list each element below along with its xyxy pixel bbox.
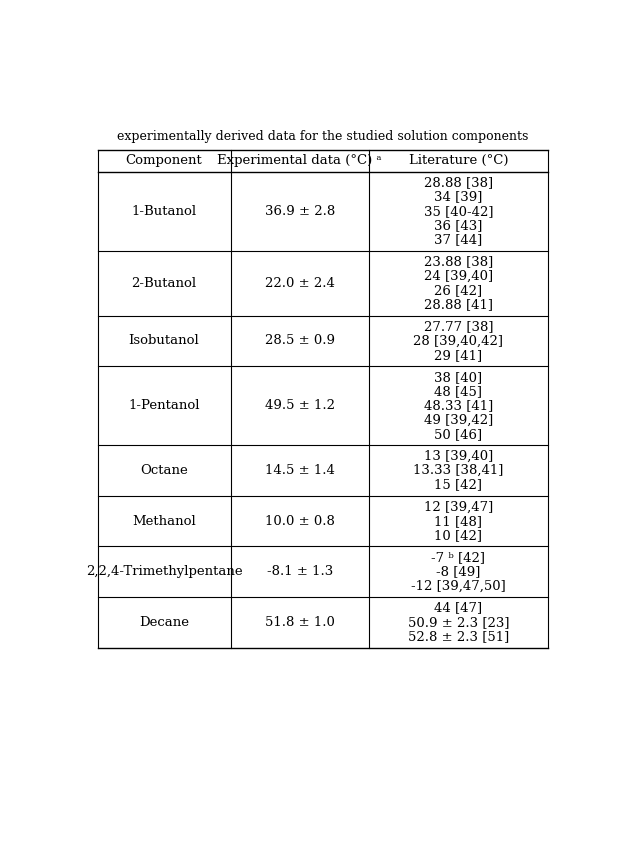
Text: 10 [42]: 10 [42] bbox=[434, 529, 482, 542]
Text: 37 [44]: 37 [44] bbox=[434, 233, 482, 246]
Text: 49 [39,42]: 49 [39,42] bbox=[424, 413, 493, 427]
Text: -7 ᵇ [42]: -7 ᵇ [42] bbox=[431, 551, 486, 564]
Text: 36.9 ± 2.8: 36.9 ± 2.8 bbox=[264, 205, 335, 218]
Text: 28.88 [41]: 28.88 [41] bbox=[424, 298, 493, 311]
Text: Isobutanol: Isobutanol bbox=[129, 334, 199, 348]
Text: 28.88 [38]: 28.88 [38] bbox=[424, 176, 493, 189]
Text: 2,2,4-Trimethylpentane: 2,2,4-Trimethylpentane bbox=[86, 565, 242, 578]
Text: 48 [45]: 48 [45] bbox=[434, 385, 482, 398]
Text: experimentally derived data for the studied solution components: experimentally derived data for the stud… bbox=[117, 131, 528, 143]
Text: 44 [47]: 44 [47] bbox=[434, 601, 482, 615]
Text: 1-Butanol: 1-Butanol bbox=[131, 205, 197, 218]
Text: -8.1 ± 1.3: -8.1 ± 1.3 bbox=[267, 565, 333, 578]
Text: Experimental data (°C) ᵃ: Experimental data (°C) ᵃ bbox=[217, 154, 382, 168]
Text: 1-Pentanol: 1-Pentanol bbox=[128, 399, 200, 413]
Text: 48.33 [41]: 48.33 [41] bbox=[424, 399, 493, 413]
Text: 51.8 ± 1.0: 51.8 ± 1.0 bbox=[265, 616, 334, 629]
Text: 15 [42]: 15 [42] bbox=[434, 478, 482, 492]
Text: 14.5 ± 1.4: 14.5 ± 1.4 bbox=[265, 464, 334, 477]
Text: 11 [48]: 11 [48] bbox=[434, 514, 482, 528]
Text: 22.0 ± 2.4: 22.0 ± 2.4 bbox=[265, 277, 334, 290]
Text: 23.88 [38]: 23.88 [38] bbox=[424, 255, 493, 269]
Text: -12 [39,47,50]: -12 [39,47,50] bbox=[411, 579, 506, 593]
Text: 52.8 ± 2.3 [51]: 52.8 ± 2.3 [51] bbox=[408, 630, 509, 643]
Text: 2-Butanol: 2-Butanol bbox=[131, 277, 197, 290]
Text: 27.77 [38]: 27.77 [38] bbox=[424, 320, 493, 333]
Text: 28.5 ± 0.9: 28.5 ± 0.9 bbox=[265, 334, 335, 348]
Text: 38 [40]: 38 [40] bbox=[434, 370, 482, 384]
Text: Literature (°C): Literature (°C) bbox=[409, 154, 508, 168]
Text: 50.9 ± 2.3 [23]: 50.9 ± 2.3 [23] bbox=[408, 616, 509, 629]
Text: Octane: Octane bbox=[140, 464, 188, 477]
Text: 35 [40-42]: 35 [40-42] bbox=[424, 205, 493, 218]
Text: 34 [39]: 34 [39] bbox=[434, 190, 482, 204]
Text: Decane: Decane bbox=[139, 616, 189, 629]
Text: 26 [42]: 26 [42] bbox=[434, 284, 482, 297]
Text: -8 [49]: -8 [49] bbox=[436, 565, 481, 578]
Text: 13.33 [38,41]: 13.33 [38,41] bbox=[413, 464, 504, 477]
Text: 49.5 ± 1.2: 49.5 ± 1.2 bbox=[265, 399, 335, 413]
Text: Component: Component bbox=[126, 154, 202, 168]
Text: 50 [46]: 50 [46] bbox=[434, 428, 482, 440]
Text: 13 [39,40]: 13 [39,40] bbox=[424, 450, 493, 463]
Text: 29 [41]: 29 [41] bbox=[434, 349, 482, 362]
Text: 10.0 ± 0.8: 10.0 ± 0.8 bbox=[265, 514, 334, 528]
Text: 28 [39,40,42]: 28 [39,40,42] bbox=[413, 334, 503, 348]
Text: 24 [39,40]: 24 [39,40] bbox=[424, 269, 493, 283]
Text: Methanol: Methanol bbox=[132, 514, 196, 528]
Text: 12 [39,47]: 12 [39,47] bbox=[424, 500, 493, 514]
Text: 36 [43]: 36 [43] bbox=[434, 219, 482, 232]
